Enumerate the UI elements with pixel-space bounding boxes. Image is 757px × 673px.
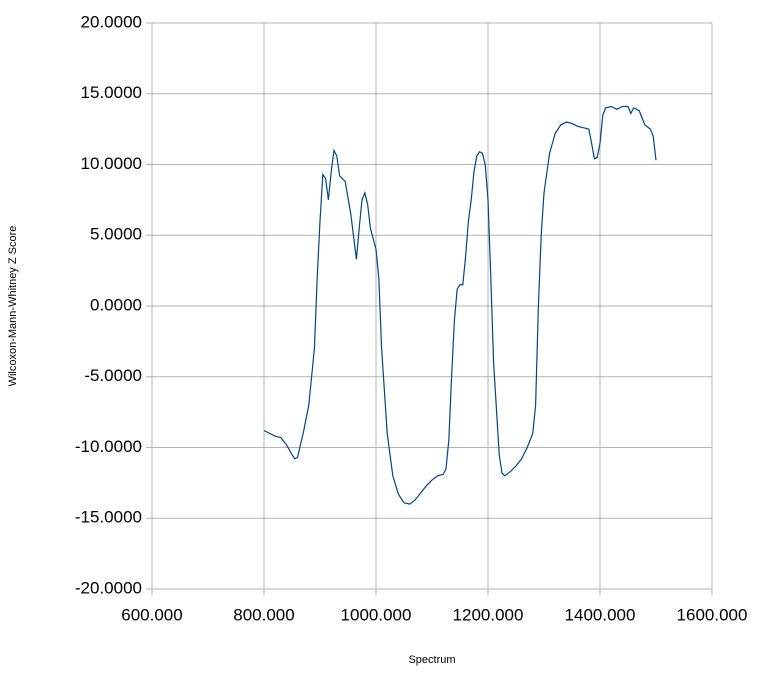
y-tick-label: -5.0000	[84, 366, 142, 385]
x-tick-label: 800.000	[233, 605, 294, 624]
y-tick-label: 0.0000	[90, 295, 142, 314]
x-tick-label: 600.000	[121, 605, 182, 624]
x-axis-title: Spectrum	[408, 654, 455, 666]
y-tick-label: 10.0000	[81, 154, 142, 173]
y-tick-label: 20.0000	[81, 12, 142, 31]
x-tick-label: 1600.000	[677, 605, 748, 624]
y-tick-label: -15.0000	[75, 508, 142, 527]
y-tick-label: 15.0000	[81, 83, 142, 102]
y-axis-title: Wilcoxon-Mann-Whitney Z Score	[7, 226, 19, 387]
x-tick-label: 1200.000	[453, 605, 524, 624]
x-tick-label: 1000.000	[341, 605, 412, 624]
x-tick-label: 1400.000	[565, 605, 636, 624]
y-tick-label: -20.0000	[75, 578, 142, 597]
y-tick-label: 5.0000	[90, 225, 142, 244]
data-line	[263, 105, 657, 505]
y-tick-label: -10.0000	[75, 437, 142, 456]
